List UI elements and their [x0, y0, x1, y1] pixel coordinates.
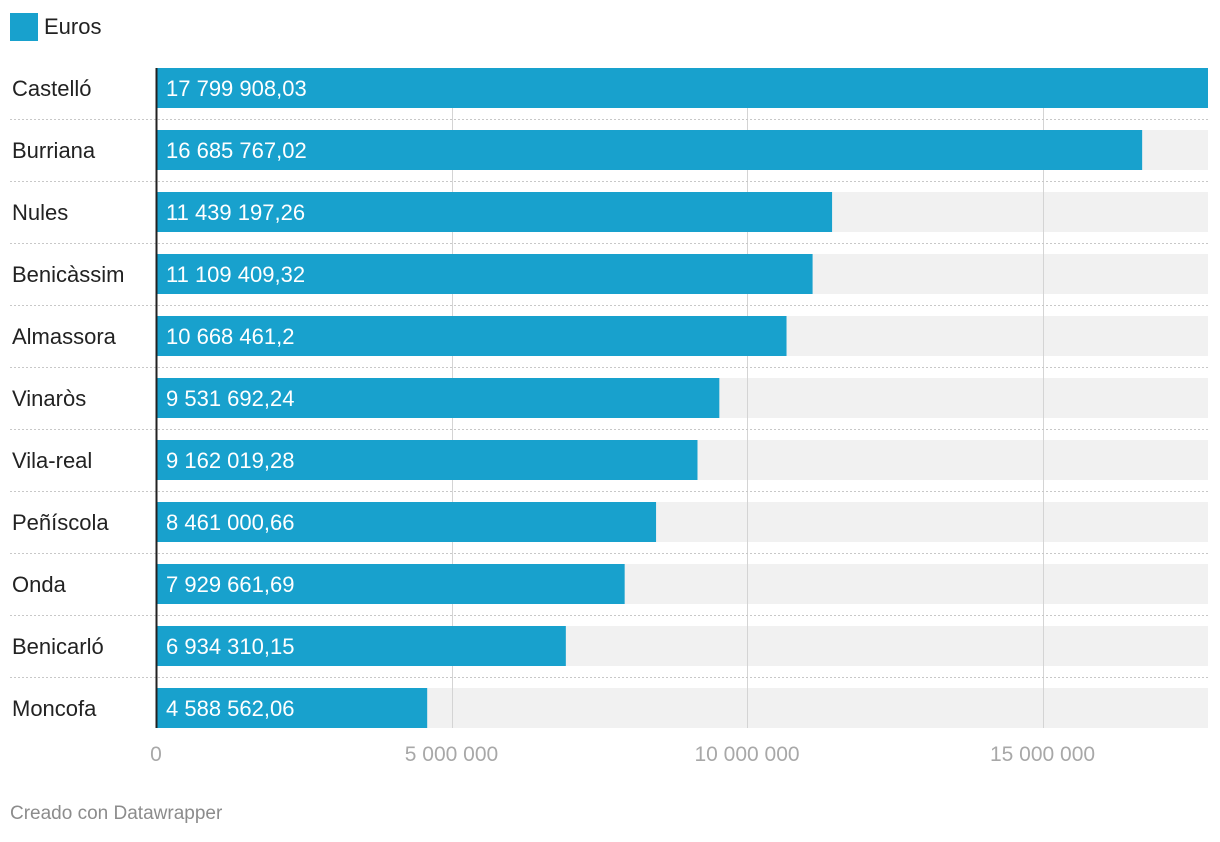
bar-chart: 17 799 908,03 Castelló 16 685 767,02 Burria… [10, 68, 1208, 766]
x-tick-label: 5 000 000 [405, 743, 498, 766]
bar [156, 254, 813, 294]
bar [156, 688, 428, 728]
category-label: Almassora [12, 324, 117, 349]
category-label: Vinaròs [12, 386, 86, 411]
bar-value-label: 11 439 197,26 [166, 200, 305, 225]
bar [156, 192, 833, 232]
category-label: Castelló [12, 76, 91, 101]
bar-value-label: 11 109 409,32 [166, 262, 305, 287]
bar-value-label: 17 799 908,03 [166, 76, 307, 101]
bar [156, 68, 1208, 108]
bar [156, 502, 657, 542]
bar-value-label: 6 934 310,15 [166, 634, 294, 659]
legend-swatch [10, 13, 38, 41]
category-label: Onda [12, 572, 67, 597]
bar-value-label: 4 588 562,06 [166, 696, 294, 721]
bar-value-label: 9 162 019,28 [166, 448, 294, 473]
bar [156, 626, 566, 666]
x-tick-label: 15 000 000 [990, 743, 1095, 766]
x-tick-label: 0 [150, 743, 162, 766]
category-label: Nules [12, 200, 68, 225]
x-tick-label: 10 000 000 [694, 743, 799, 766]
bar [156, 130, 1143, 170]
bar-value-label: 9 531 692,24 [166, 386, 294, 411]
bar [156, 316, 787, 356]
bar-value-label: 16 685 767,02 [166, 138, 307, 163]
category-label: Vila-real [12, 448, 92, 473]
bar [156, 378, 720, 418]
category-label: Benicàssim [12, 262, 124, 287]
bar-value-label: 7 929 661,69 [166, 572, 294, 597]
legend: Euros [10, 12, 101, 42]
category-label: Moncofa [12, 696, 97, 721]
bar-value-label: 10 668 461,2 [166, 324, 294, 349]
bar [156, 440, 698, 480]
bar-value-label: 8 461 000,66 [166, 510, 294, 535]
footer-credit[interactable]: Creado con Datawrapper [10, 803, 223, 824]
category-label: Benicarló [12, 634, 104, 659]
legend-label: Euros [44, 14, 102, 39]
category-label: Burriana [12, 138, 96, 163]
category-label: Peñíscola [12, 510, 109, 535]
bar [156, 564, 625, 604]
